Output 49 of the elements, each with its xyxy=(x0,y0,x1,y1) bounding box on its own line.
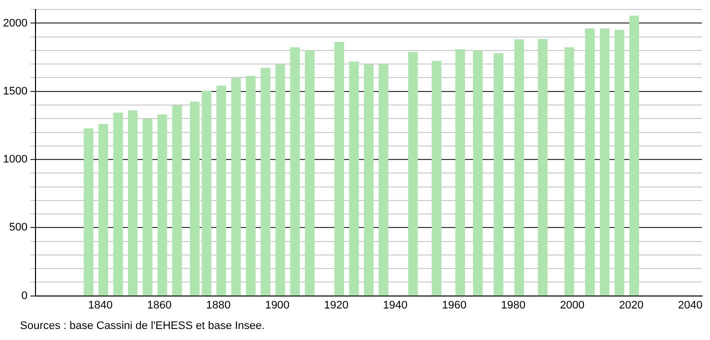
bar xyxy=(494,53,504,296)
bar xyxy=(600,28,610,296)
bar xyxy=(260,68,270,296)
bar xyxy=(84,128,94,296)
bar xyxy=(216,86,226,296)
bar xyxy=(290,47,300,296)
y-tick-label: 1500 xyxy=(2,85,28,98)
bar xyxy=(614,30,624,296)
bar xyxy=(304,50,315,296)
bar xyxy=(514,39,524,296)
x-tick-label: 1840 xyxy=(88,299,113,312)
bar xyxy=(98,124,108,296)
bar xyxy=(364,64,374,296)
x-tick-label: 1920 xyxy=(324,299,349,312)
y-tick-label: 500 xyxy=(9,222,28,234)
y-tick-label: 0 xyxy=(21,290,28,302)
bar xyxy=(538,38,548,296)
bar xyxy=(473,50,483,296)
x-tick-label: 2020 xyxy=(618,299,644,312)
x-tick-label: 2040 xyxy=(678,299,702,312)
x-tick-label: 1940 xyxy=(383,299,408,312)
bar xyxy=(334,42,344,296)
bar xyxy=(564,47,574,296)
bar xyxy=(349,61,359,296)
bar xyxy=(585,28,595,296)
x-tick-label: 1860 xyxy=(147,299,172,312)
x-tick-label: 2000 xyxy=(560,299,584,312)
x-tick-label: 1960 xyxy=(442,299,467,312)
bar xyxy=(190,102,200,296)
y-tick-label: 1000 xyxy=(2,154,28,166)
bar xyxy=(157,114,168,296)
bar xyxy=(128,110,138,296)
x-tick-label: 1900 xyxy=(265,299,290,312)
bar xyxy=(231,78,241,296)
bar xyxy=(455,49,465,296)
bar xyxy=(629,16,639,296)
bar xyxy=(378,64,388,296)
bar xyxy=(275,64,286,296)
bar xyxy=(142,118,152,296)
source-note: Sources : base Cassini de l'EHESS et base Insee. xyxy=(20,320,265,332)
x-tick-label: 1880 xyxy=(206,299,231,312)
y-tick-label: 2000 xyxy=(2,17,28,30)
bar xyxy=(432,61,442,296)
bar xyxy=(202,90,212,296)
x-tick-label: 1980 xyxy=(501,299,526,312)
bar xyxy=(172,105,182,296)
bar xyxy=(408,52,418,296)
bar xyxy=(113,112,123,296)
bar xyxy=(246,76,256,296)
